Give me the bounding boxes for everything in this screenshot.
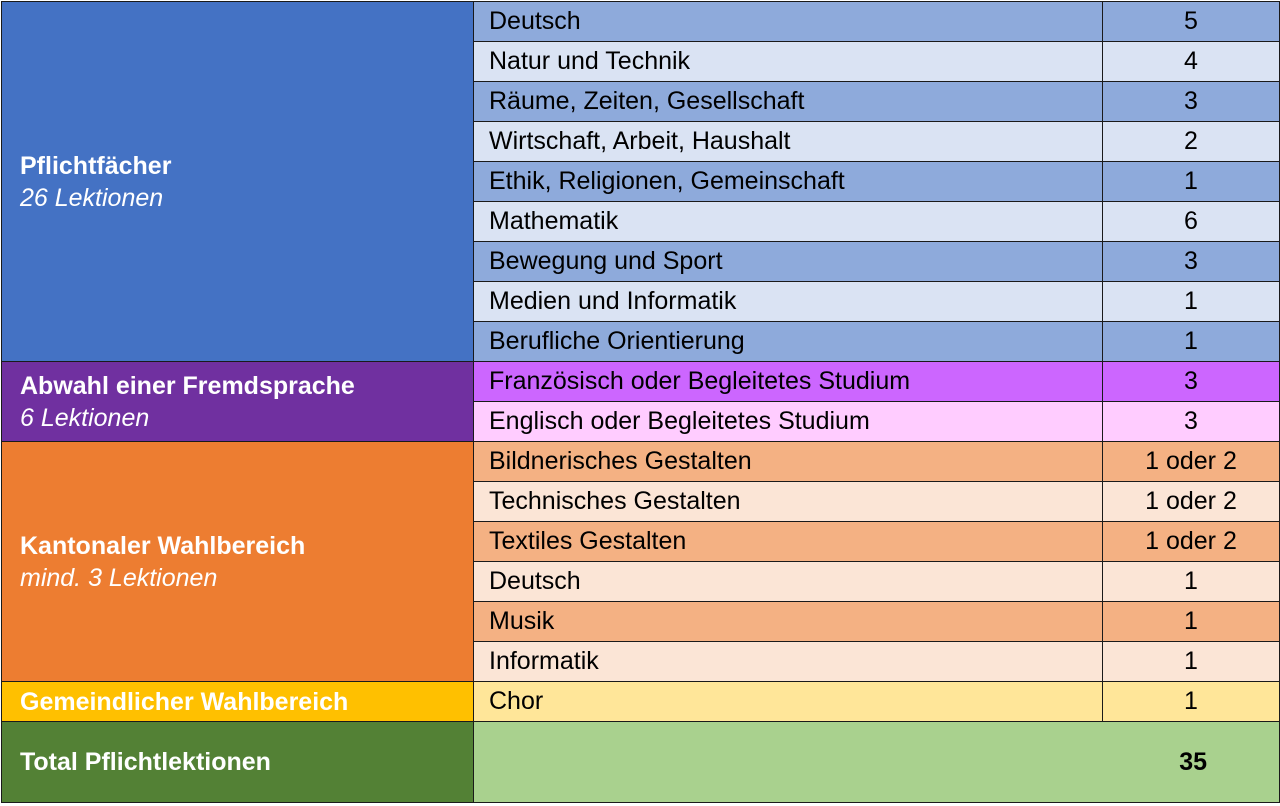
- subject-cell: Ethik, Religionen, Gemeinschaft: [473, 161, 1103, 202]
- lessons-cell: 1 oder 2: [1102, 481, 1280, 522]
- subject-cell: Bewegung und Sport: [473, 241, 1103, 282]
- group-cell-kantonal: Kantonaler Wahlbereich mind. 3 Lektionen: [1, 441, 474, 682]
- group-title: Gemeindlicher Wahlbereich: [20, 687, 349, 716]
- lessons-cell: 1 oder 2: [1102, 441, 1280, 482]
- subject-cell: Deutsch: [473, 1, 1103, 42]
- lessons-cell: 4: [1102, 41, 1280, 82]
- group-subtitle: 6 Lektionen: [20, 403, 150, 432]
- group-cell-pflichtfaecher: Pflichtfächer 26 Lektionen: [1, 1, 474, 362]
- lessons-cell: 1: [1102, 601, 1280, 642]
- lessons-cell: 1: [1102, 281, 1280, 322]
- subject-cell: Berufliche Orientierung: [473, 321, 1103, 362]
- total-value: 35: [473, 721, 1280, 803]
- lessons-cell: 1: [1102, 321, 1280, 362]
- lessons-cell: 1: [1102, 561, 1280, 602]
- group-title: Kantonaler Wahlbereich: [20, 531, 306, 560]
- subject-cell: Natur und Technik: [473, 41, 1103, 82]
- group-subtitle: mind. 3 Lektionen: [20, 563, 218, 592]
- subject-cell: Chor: [473, 681, 1103, 722]
- group-title: Pflichtfächer: [20, 151, 172, 180]
- subject-cell: Technisches Gestalten: [473, 481, 1103, 522]
- group-cell-fremdsprache: Abwahl einer Fremdsprache 6 Lektionen: [1, 361, 474, 442]
- subject-cell: Musik: [473, 601, 1103, 642]
- group-subtitle: 26 Lektionen: [20, 183, 164, 212]
- subject-cell: Wirtschaft, Arbeit, Haushalt: [473, 121, 1103, 162]
- subject-cell: Mathematik: [473, 201, 1103, 242]
- group-title: Abwahl einer Fremdsprache: [20, 371, 355, 400]
- subject-cell: Französisch oder Begleitetes Studium: [473, 361, 1103, 402]
- lessons-cell: 2: [1102, 121, 1280, 162]
- lessons-cell: 5: [1102, 1, 1280, 42]
- lessons-cell: 1 oder 2: [1102, 521, 1280, 562]
- lessons-cell: 3: [1102, 361, 1280, 402]
- subject-cell: Räume, Zeiten, Gesellschaft: [473, 81, 1103, 122]
- subject-cell: Englisch oder Begleitetes Studium: [473, 401, 1103, 442]
- lessons-cell: 3: [1102, 241, 1280, 282]
- lessons-cell: 3: [1102, 81, 1280, 122]
- total-label: Total Pflichtlektionen: [1, 721, 474, 803]
- lessons-cell: 1: [1102, 681, 1280, 722]
- subject-cell: Medien und Informatik: [473, 281, 1103, 322]
- lessons-cell: 6: [1102, 201, 1280, 242]
- lessons-cell: 3: [1102, 401, 1280, 442]
- lessons-cell: 1: [1102, 161, 1280, 202]
- subject-cell: Informatik: [473, 641, 1103, 682]
- group-cell-gemeindlich: Gemeindlicher Wahlbereich: [1, 681, 474, 722]
- lessons-cell: 1: [1102, 641, 1280, 682]
- subject-cell: Deutsch: [473, 561, 1103, 602]
- subject-cell: Bildnerisches Gestalten: [473, 441, 1103, 482]
- subject-cell: Textiles Gestalten: [473, 521, 1103, 562]
